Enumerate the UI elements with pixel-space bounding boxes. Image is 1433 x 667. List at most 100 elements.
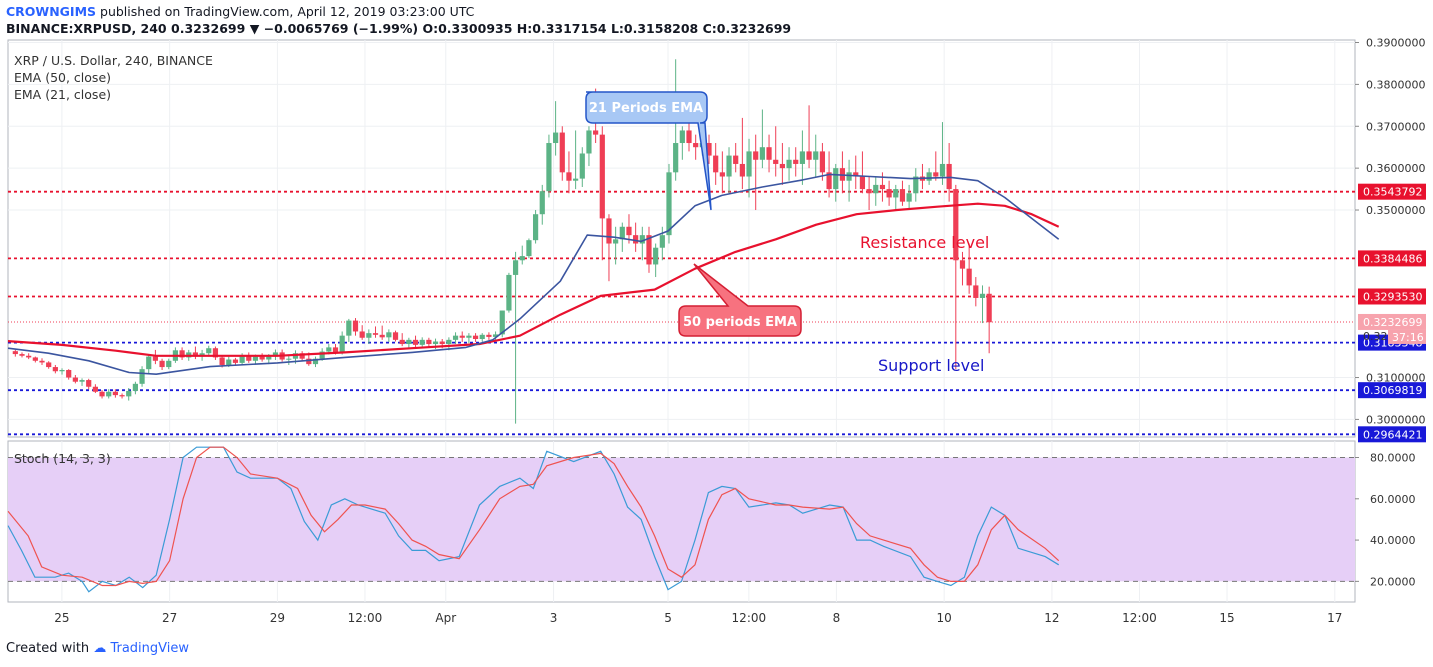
legend-ema21: EMA (21, close) <box>14 87 111 102</box>
candle-body <box>112 391 118 396</box>
candle-body <box>593 130 599 135</box>
candle-body <box>492 334 499 337</box>
candle-body <box>486 334 492 337</box>
candle-body <box>179 350 185 358</box>
price-pane-border <box>7 39 1356 438</box>
stoch-tick-label: 60.0000 <box>1370 493 1416 506</box>
candle-body <box>666 172 672 236</box>
resistance-level-text: Resistance level <box>860 233 989 252</box>
price-axis: 0.3900000 0.3800000 0.3700000 0.3600000 0.35… <box>1355 37 1426 588</box>
candle-body <box>586 130 592 154</box>
candle-body <box>793 159 799 164</box>
candle-body <box>646 235 652 265</box>
support-3-price-label: 0.2964421 <box>1363 428 1423 441</box>
candle-body <box>32 357 38 361</box>
candle-body <box>52 367 58 372</box>
candle-body <box>773 159 779 164</box>
y-tick-label: 0.3000000 <box>1366 413 1426 426</box>
ema-lines <box>7 173 1060 375</box>
candle-body <box>966 268 972 286</box>
countdown-label: 37:16 <box>1392 331 1424 344</box>
candle-body <box>506 274 512 311</box>
candle-body <box>853 172 859 177</box>
candle-body <box>873 184 879 194</box>
candle-body <box>633 235 639 244</box>
symbol-label: BINANCE:XRPUSD, 240 <box>6 21 167 36</box>
support-level-text: Support level <box>878 356 984 375</box>
x-tick-label: 15 <box>1219 611 1234 625</box>
resistance-3-price-label: 0.3293530 <box>1363 290 1423 303</box>
candle-body <box>419 339 425 345</box>
x-tick-label: Apr <box>435 611 456 625</box>
resistance-2-price-tag <box>1358 250 1426 267</box>
candle-body <box>479 334 485 340</box>
countdown-tag <box>1388 329 1426 344</box>
candle-body <box>132 383 138 391</box>
candle-body <box>99 391 105 397</box>
candle-body <box>226 359 232 365</box>
ema21-callout-box <box>585 91 712 211</box>
candle-body <box>579 153 585 179</box>
candle-body <box>613 239 619 244</box>
candle-body <box>733 155 739 164</box>
candle-body <box>546 143 552 192</box>
candle-body <box>72 377 78 382</box>
candle-body <box>826 172 832 190</box>
candle-body <box>92 386 98 392</box>
candle-body <box>146 356 152 370</box>
symbol-ohlc-line: BINANCE:XRPUSD, 240 0.3232699 ▼ −0.00657… <box>6 21 791 36</box>
candle-body <box>946 163 952 190</box>
candle-body <box>913 176 919 194</box>
legend-title: XRP / U.S. Dollar, 240, BINANCE <box>14 53 213 68</box>
y-tick-label: 0.3600000 <box>1366 162 1426 175</box>
candle-body <box>753 151 759 160</box>
candle-body <box>326 347 332 352</box>
candle-body <box>846 172 852 181</box>
ema21-callout-text: 21 Periods EMA <box>589 101 703 116</box>
candle-body <box>559 132 565 173</box>
candle-body <box>886 189 892 198</box>
candle-body <box>799 151 805 164</box>
tradingview-logo-icon[interactable]: ☁ <box>93 641 107 656</box>
candle-body <box>319 351 325 359</box>
candle-body <box>452 335 459 340</box>
candle-body <box>446 339 452 345</box>
candle-body <box>472 335 479 340</box>
x-tick-label: 10 <box>937 611 952 625</box>
candle-body <box>159 360 165 368</box>
candle-body <box>926 172 932 181</box>
price-change: −0.0065769 (−1.99%) <box>263 21 419 36</box>
candle-body <box>813 151 819 160</box>
candle-body <box>392 332 399 340</box>
candle-body <box>713 155 719 173</box>
candle-body <box>746 151 752 177</box>
candle-body <box>759 147 765 160</box>
y-tick-label: 0.3800000 <box>1366 78 1426 91</box>
x-tick-label: 27 <box>162 611 177 625</box>
candle-body <box>879 184 886 190</box>
candle-body <box>626 226 632 236</box>
candle-body <box>659 235 665 248</box>
stoch-band-fill <box>8 457 1355 582</box>
candle-body <box>553 132 559 144</box>
x-tick-label: 12:00 <box>1122 611 1157 625</box>
candle-body <box>859 176 866 190</box>
candle-body <box>206 348 212 354</box>
candle-body <box>619 226 625 240</box>
candle-body <box>366 333 372 338</box>
candle-body <box>466 335 472 338</box>
x-tick-label: 12:00 <box>732 611 767 625</box>
x-tick-label: 25 <box>54 611 69 625</box>
stoch-line-d <box>7 446 1060 587</box>
candle-body <box>686 130 692 144</box>
ema50-callout-text: 50 periods EMA <box>683 315 797 330</box>
candle-body <box>39 360 45 363</box>
tradingview-brand[interactable]: TradingView <box>110 641 189 656</box>
author-name[interactable]: CROWNGIMS <box>6 4 97 19</box>
candle-body <box>412 339 419 345</box>
stochastic-pane <box>7 446 1355 593</box>
candle-body <box>526 240 532 257</box>
last-price-label: 0.3232699 <box>1363 316 1423 329</box>
candle-body <box>766 147 772 160</box>
